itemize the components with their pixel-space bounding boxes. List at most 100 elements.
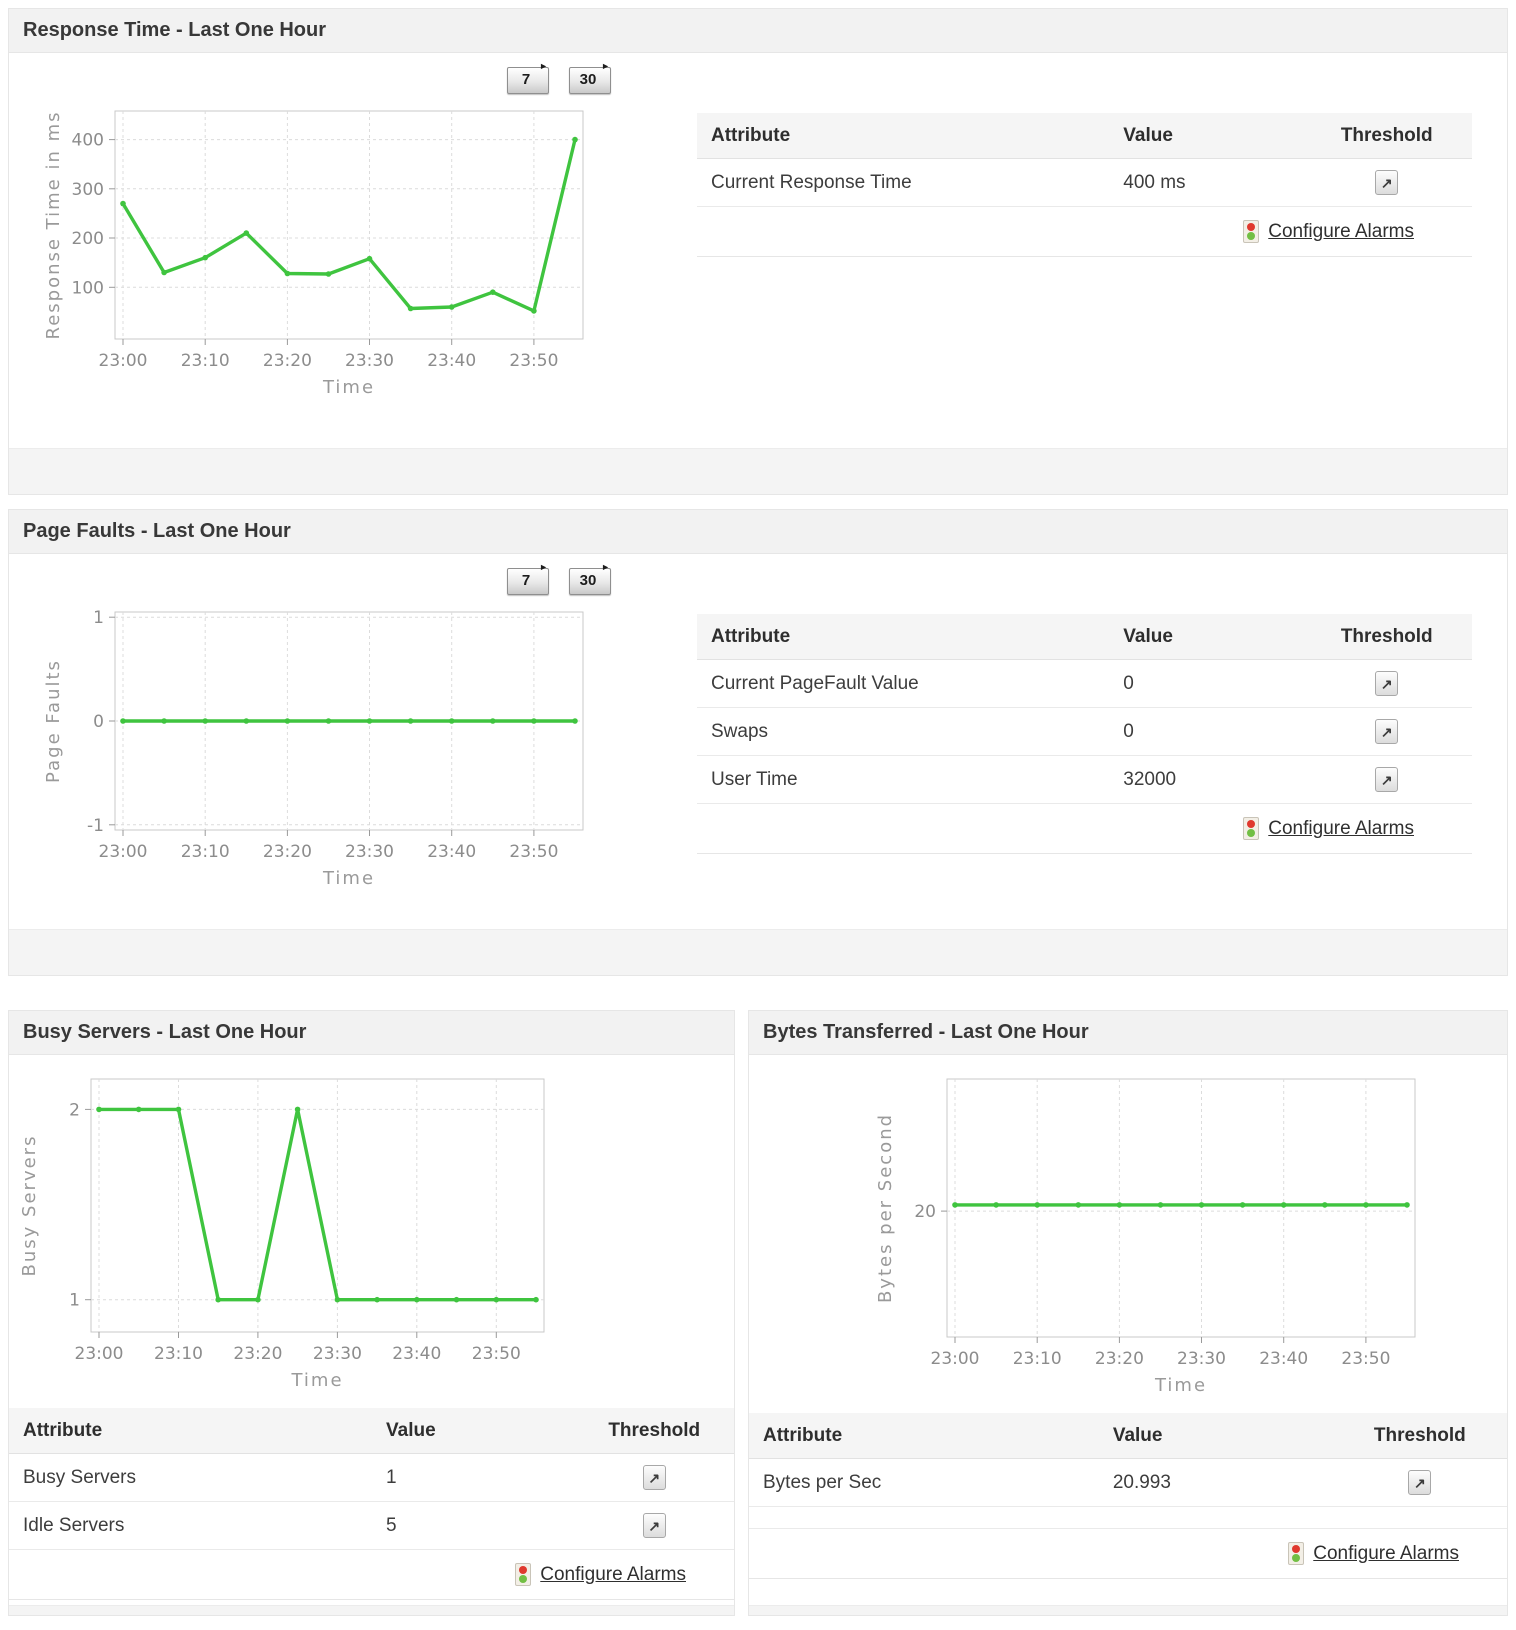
attribute-cell: Busy Servers	[23, 1466, 136, 1488]
threshold-header: Threshold	[1340, 625, 1433, 647]
panel-footer	[9, 448, 1507, 494]
panel-footer	[9, 929, 1507, 975]
arrow-up-right-icon: ↗	[1380, 723, 1393, 740]
panel-footer	[749, 1605, 1507, 1615]
svg-text:2: 2	[69, 1100, 80, 1120]
arrow-up-right-icon: ↗	[1413, 1474, 1426, 1491]
alarm-traffic-light-icon	[1288, 1542, 1305, 1565]
period-30-button[interactable]: 30 ►	[569, 61, 611, 94]
threshold-button[interactable]: ↗	[1375, 767, 1399, 792]
arrow-up-right-icon: ↗	[1380, 771, 1393, 788]
arrow-up-right-icon: ↗	[1380, 675, 1393, 692]
threshold-header: Threshold	[608, 1419, 701, 1441]
configure-alarms-link[interactable]: Configure Alarms	[540, 1563, 686, 1585]
table-header-row: Attribute Value Threshold	[697, 614, 1472, 660]
value-cell: 5	[386, 1514, 397, 1536]
panel-title-page-faults: Page Faults - Last One Hour	[9, 510, 1507, 554]
threshold-button[interactable]: ↗	[1375, 170, 1399, 195]
period-7-button[interactable]: 7 ►	[507, 562, 549, 595]
attribute-table-page-faults: Attribute Value Threshold Current PageFa…	[697, 614, 1472, 854]
panel-title-text: Page Faults - Last One Hour	[23, 520, 291, 542]
svg-text:Busy Servers: Busy Servers	[19, 1135, 40, 1277]
threshold-button[interactable]: ↗	[1375, 671, 1399, 696]
threshold-cell: ↗	[1302, 671, 1473, 696]
svg-text:300: 300	[72, 180, 104, 200]
threshold-button[interactable]: ↗	[642, 1513, 666, 1538]
value-cell: 32000	[1123, 768, 1177, 790]
svg-text:23:10: 23:10	[154, 1344, 203, 1364]
configure-alarms-row: Configure Alarms	[697, 804, 1472, 853]
period-buttons: 7 ► 30 ►	[23, 562, 623, 602]
alarm-traffic-light-icon	[1243, 220, 1260, 243]
threshold-cell: ↗	[1302, 767, 1473, 792]
svg-text:23:20: 23:20	[233, 1344, 282, 1364]
table-row: User Time 32000 ↗	[697, 756, 1472, 804]
arrow-up-right-icon: ↗	[1380, 174, 1393, 191]
svg-text:0: 0	[93, 712, 104, 732]
period-30-button[interactable]: 30 ►	[569, 562, 611, 595]
table-row: Idle Servers 5 ↗	[9, 1502, 734, 1550]
attribute-table-bytes-transferred: Attribute Value Threshold Bytes per Sec 2…	[749, 1413, 1507, 1579]
page-faults-chart: 23:00 23:10 23:20 23:30 23:40 23:50 -1 0 1 Time Pa…	[43, 608, 584, 889]
period-7-button[interactable]: 7 ►	[507, 61, 549, 94]
threshold-header: Threshold	[1373, 1424, 1466, 1446]
attribute-table-response-time: Attribute Value Threshold Current Respon…	[697, 113, 1472, 257]
panel-title-text: Response Time - Last One Hour	[23, 19, 327, 41]
configure-alarms-link[interactable]: Configure Alarms	[1268, 220, 1414, 242]
svg-text:Time: Time	[1154, 1375, 1207, 1396]
threshold-button[interactable]: ↗	[1408, 1470, 1432, 1495]
panel-body: 7 ► 30 ► 23:00 23:10 23:20 23:30 23:40 23:50 1…	[9, 53, 1507, 448]
table-row: Bytes per Sec 20.993 ↗	[749, 1459, 1507, 1507]
panel-response-time: Response Time - Last One Hour 7 ► 30 ► 2…	[8, 8, 1508, 495]
svg-text:23:10: 23:10	[181, 842, 230, 862]
svg-text:23:30: 23:30	[313, 1344, 362, 1364]
svg-text:Response Time in ms: Response Time in ms	[43, 111, 64, 340]
alarm-traffic-light-icon	[1243, 817, 1260, 840]
svg-text:23:50: 23:50	[1341, 1349, 1390, 1369]
svg-text:23:00: 23:00	[931, 1349, 980, 1369]
panel-title-text: Bytes Transferred - Last One Hour	[763, 1021, 1089, 1043]
attribute-cell: Idle Servers	[23, 1514, 125, 1536]
threshold-button[interactable]: ↗	[1375, 719, 1399, 744]
attribute-header: Attribute	[711, 124, 791, 146]
table-header-row: Attribute Value Threshold	[697, 113, 1472, 159]
svg-text:23:00: 23:00	[99, 351, 148, 371]
attribute-cell: Current PageFault Value	[711, 672, 919, 694]
attribute-header: Attribute	[23, 1419, 103, 1441]
svg-text:Time: Time	[322, 377, 375, 398]
svg-text:23:40: 23:40	[1259, 1349, 1308, 1369]
svg-text:100: 100	[72, 278, 104, 298]
svg-text:Page Faults: Page Faults	[43, 659, 64, 783]
svg-text:23:50: 23:50	[472, 1344, 521, 1364]
svg-text:20: 20	[914, 1202, 936, 1222]
arrow-up-right-icon: ↗	[648, 1469, 661, 1486]
panel-body: 23:00 23:10 23:20 23:30 23:40 23:50 20 Time Byte…	[749, 1055, 1507, 1605]
threshold-button[interactable]: ↗	[642, 1465, 666, 1490]
table-header-row: Attribute Value Threshold	[9, 1408, 734, 1454]
svg-text:23:40: 23:40	[427, 842, 476, 862]
configure-alarms-row: Configure Alarms	[749, 1529, 1507, 1578]
attribute-table-busy-servers: Attribute Value Threshold Busy Servers 1 ↗…	[9, 1408, 734, 1600]
threshold-header: Threshold	[1340, 124, 1433, 146]
period-buttons: 7 ► 30 ►	[23, 61, 623, 101]
attribute-cell: Current Response Time	[711, 171, 912, 193]
panel-busy-servers: Busy Servers - Last One Hour 23:00 23:10 2…	[8, 1010, 735, 1616]
value-header: Value	[1123, 124, 1173, 146]
configure-alarms-link[interactable]: Configure Alarms	[1268, 817, 1414, 839]
configure-alarms-link[interactable]: Configure Alarms	[1313, 1542, 1459, 1564]
svg-text:23:20: 23:20	[1095, 1349, 1144, 1369]
period-7-label: 7	[521, 572, 531, 589]
configure-alarms-row: Configure Alarms	[697, 207, 1472, 256]
panel-body: 23:00 23:10 23:20 23:30 23:40 23:50 1 2 Time Busy…	[9, 1055, 734, 1605]
svg-text:23:10: 23:10	[1013, 1349, 1062, 1369]
attribute-header: Attribute	[763, 1424, 843, 1446]
panel-title-busy-servers: Busy Servers - Last One Hour	[9, 1011, 734, 1055]
table-row: Current PageFault Value 0 ↗	[697, 660, 1472, 708]
value-header: Value	[1123, 625, 1173, 647]
svg-text:400: 400	[72, 131, 104, 151]
bytes-transferred-chart: 23:00 23:10 23:20 23:30 23:40 23:50 20 Time Byte…	[875, 1078, 1416, 1396]
flag-icon: ►	[601, 562, 610, 572]
table-row: Busy Servers 1 ↗	[9, 1454, 734, 1502]
attribute-cell: Swaps	[711, 720, 769, 742]
